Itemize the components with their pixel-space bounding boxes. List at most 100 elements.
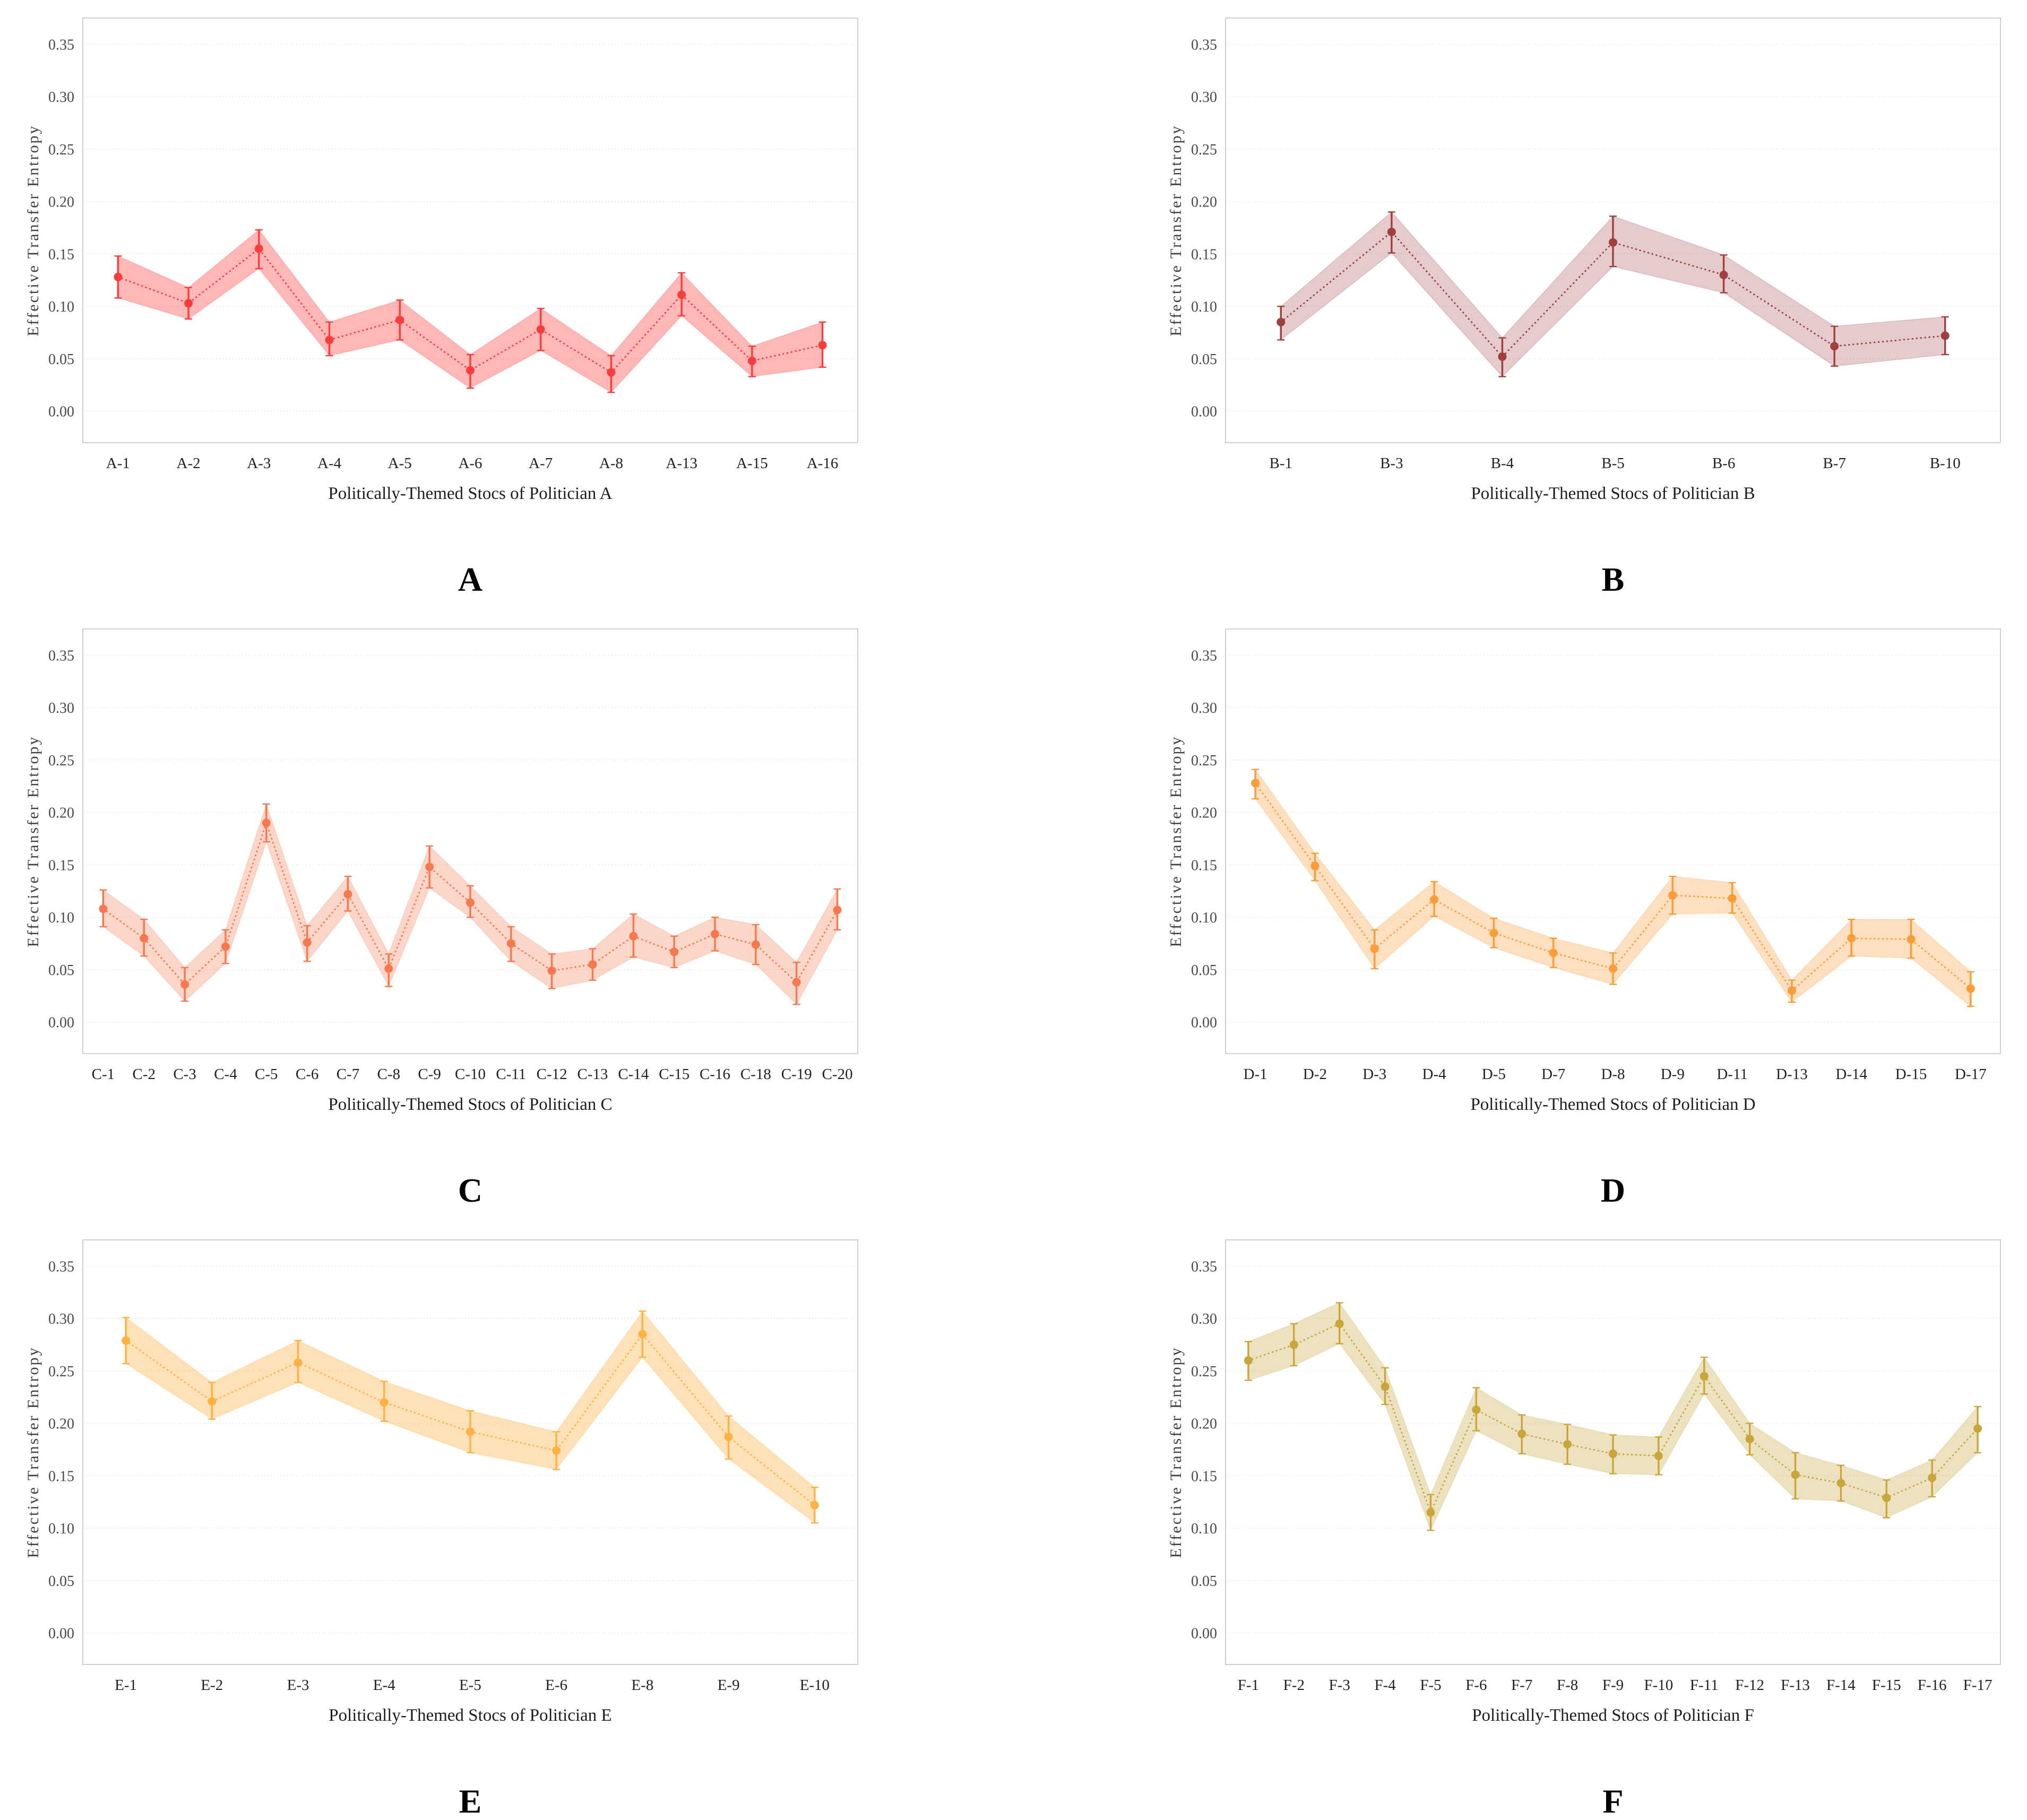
panel-letter-A: A (458, 560, 483, 598)
chart-canvas-B: 0.000.050.100.150.200.250.300.35B-1 B-3 B-… (1167, 18, 2001, 503)
x-tick-labels: C-1 C-2 C-3 C-4 C-5 C-6 C-7 C-8 C-9 C-10 C-11 C-12 C… (92, 1066, 853, 1083)
plot-border (82, 1239, 858, 1665)
chart-panel-E: 0.00 0.05 0.10 0.15 0.20 0.25 0.30 0.35 E-1 E-2 E-… (19, 1230, 868, 1820)
data-point-D-9 (1668, 891, 1677, 900)
data-point-C-10 (466, 898, 475, 907)
x-tick-label: F-7 (1511, 1677, 1532, 1694)
x-tick-label: C-12 (537, 1066, 567, 1083)
x-tick-label: F-16 (1918, 1677, 1947, 1694)
x-tick-label: F-3 (1329, 1677, 1350, 1694)
y-tick-label: 0.15 (1191, 857, 1217, 874)
data-point-F-1 (1244, 1356, 1253, 1365)
chart-canvas-C: 0.000.050.100.150.200.250.300.35C-1 C-2 C-… (24, 628, 858, 1114)
x-tick-label: E-1 (115, 1677, 137, 1694)
y-tick-label: 0.35 (48, 1258, 74, 1275)
y-tick-label: 0.10 (1191, 910, 1217, 926)
data-point-E-4 (379, 1398, 389, 1407)
x-tick-label: D-8 (1601, 1066, 1625, 1083)
data-point-B-10 (1940, 331, 1950, 340)
confidence-band (1248, 1302, 1978, 1532)
panel-letter-F: F (1602, 1782, 1624, 1820)
y-axis-title: Effective Transfer Entropy (1167, 124, 1185, 336)
y-tick-label: 0.05 (1191, 1573, 1217, 1590)
data-point-D-3 (1370, 944, 1379, 953)
x-tick-label: F-4 (1374, 1677, 1396, 1694)
x-tick-label: C-9 (418, 1066, 441, 1083)
x-tick-label: A-2 (177, 455, 201, 472)
x-tick-label: D-17 (1955, 1066, 1987, 1083)
chart-panel-A: 0.00 0.05 0.10 0.15 0.20 0.25 0.30 0.35 A-1 A-2 A-… (19, 8, 868, 598)
data-point-F-2 (1289, 1340, 1298, 1349)
x-tick-label: C-7 (337, 1066, 360, 1083)
x-tick-label: C-19 (781, 1066, 812, 1083)
y-tick-label: 0.05 (1191, 351, 1217, 368)
y-tick-label: 0.25 (1191, 1364, 1217, 1380)
y-tick-label: 0.10 (48, 299, 74, 315)
data-point-F-7 (1517, 1429, 1526, 1438)
x-tick-label: A-8 (599, 455, 623, 472)
data-point-C-2 (140, 934, 149, 943)
y-tick-label: 0.30 (1191, 1311, 1217, 1327)
data-point-A-2 (184, 299, 193, 308)
x-tick-label: E-3 (287, 1677, 309, 1694)
x-tick-label: A-13 (666, 455, 697, 472)
data-point-D-17 (1966, 984, 1975, 993)
y-tick-label: 0.20 (1191, 194, 1217, 211)
data-point-F-13 (1791, 1470, 1800, 1479)
data-point-A-7 (536, 325, 545, 334)
y-axis-title: Effective Transfer Entropy (1167, 1346, 1185, 1558)
data-point-B-7 (1830, 342, 1839, 351)
x-axis-title: Politically-Themed Stocs of Politician E (329, 1706, 611, 1725)
x-tick-label: A-7 (529, 455, 553, 472)
y-tick-label: 0.10 (1191, 299, 1217, 315)
data-point-C-3 (180, 980, 189, 989)
y-tick-label: 0.30 (1191, 89, 1217, 106)
y-axis-title: Effective Transfer Entropy (1167, 735, 1185, 947)
y-tick-label: 0.10 (48, 1521, 74, 1537)
x-tick-label: E-2 (201, 1677, 223, 1694)
x-tick-label: F-17 (1963, 1677, 1993, 1694)
x-tick-label: F-12 (1735, 1677, 1764, 1694)
y-tick-label: 0.15 (1191, 1468, 1217, 1485)
data-point-B-3 (1387, 227, 1396, 236)
data-point-F-11 (1700, 1372, 1709, 1381)
data-point-E-8 (638, 1330, 647, 1339)
panel-letter-C: C (458, 1171, 483, 1209)
x-tick-label: C-8 (377, 1066, 401, 1083)
x-tick-label: F-1 (1238, 1677, 1259, 1694)
x-tick-label: F-6 (1465, 1677, 1487, 1694)
y-tick-label: 0.15 (48, 1468, 74, 1485)
y-tick-labels: 0.00 0.05 0.10 0.15 0.20 0.25 0.30 0.35 (48, 37, 74, 420)
x-tick-label: C-16 (700, 1066, 730, 1083)
y-axis-title: Effective Transfer Entropy (24, 124, 42, 336)
y-tick-label: 0.20 (48, 194, 74, 211)
data-point-C-19 (792, 978, 801, 987)
y-tick-label: 0.20 (1191, 805, 1217, 822)
x-tick-label: D-14 (1835, 1066, 1867, 1083)
x-axis-title: Politically-Themed Stocs of Politician C (328, 1095, 612, 1114)
y-tick-label: 0.10 (1191, 1521, 1217, 1537)
x-tick-label: D-5 (1482, 1066, 1506, 1083)
data-points (1251, 779, 1975, 995)
y-tick-label: 0.35 (1191, 1258, 1217, 1275)
data-point-A-16 (818, 341, 827, 350)
x-tick-label: C-3 (173, 1066, 196, 1083)
x-tick-label: A-6 (458, 455, 482, 472)
data-point-F-9 (1609, 1449, 1617, 1458)
plot-border (1225, 628, 2001, 1054)
x-tick-labels: F-1 F-2 F-3 F-4 F-5 F-6 F-7 F-8 F-9 F-10 F-11 F-12 F… (1238, 1677, 1993, 1694)
y-tick-labels: 0.00 0.05 0.10 0.15 0.20 0.25 0.30 0.35 (1191, 1258, 1217, 1642)
y-tick-labels: 0.00 0.05 0.10 0.15 0.20 0.25 0.30 0.35 (1191, 648, 1217, 1031)
panel-letter-E: E (459, 1782, 482, 1820)
chart-canvas-E: 0.000.050.100.150.200.250.300.35E-1 E-2 E-… (24, 1239, 858, 1725)
x-tick-label: F-15 (1872, 1677, 1901, 1694)
chart-panel-B: 0.00 0.05 0.10 0.15 0.20 0.25 0.30 0.35 B-1 B-3 B-… (1162, 8, 2011, 598)
x-tick-label: D-7 (1541, 1066, 1565, 1083)
x-tick-label: F-9 (1602, 1677, 1624, 1694)
y-tick-label: 0.05 (48, 962, 74, 979)
x-tick-label: B-1 (1270, 455, 1293, 472)
x-tick-label: D-15 (1895, 1066, 1927, 1083)
x-tick-label: C-2 (133, 1066, 156, 1083)
data-point-B-5 (1609, 238, 1617, 247)
x-tick-labels: D-1 D-2 D-3 D-4 D-5 D-7 D-8 D-9 D-11 D-13 D-14 D-15… (1244, 1066, 1987, 1083)
